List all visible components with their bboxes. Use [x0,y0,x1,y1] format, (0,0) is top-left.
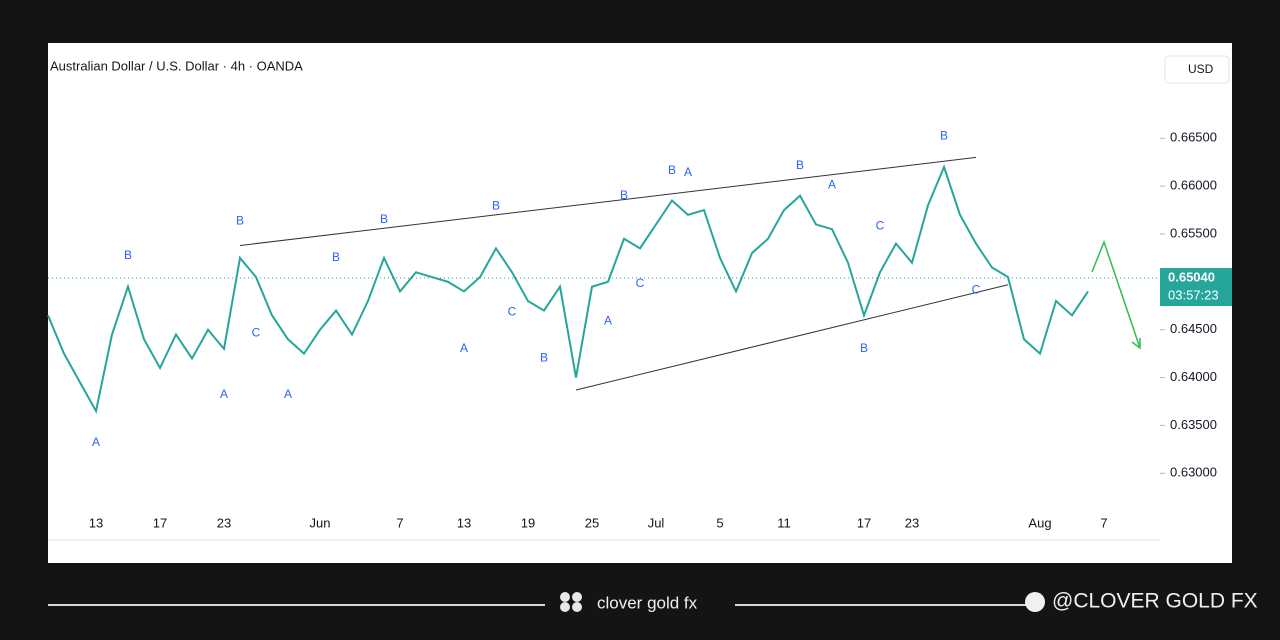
facebook-icon [1025,592,1045,612]
wave-label: A [284,387,292,401]
y-tick-label: 0.64500 [1170,321,1217,336]
x-tick-label: Jul [648,515,665,530]
y-tick-label: 0.63000 [1170,465,1217,480]
x-tick-label: 23 [217,515,231,530]
wave-label: B [124,248,132,262]
panel [48,43,1232,563]
wave-label: B [540,351,548,365]
wave-label: A [604,313,612,327]
x-tick-label: Jun [310,515,331,530]
currency-box[interactable] [1164,55,1230,84]
wave-label: B [620,188,628,202]
wave-label: B [940,129,948,143]
countdown: 03:57:23 [1168,287,1219,302]
wave-label: A [220,387,228,401]
x-tick-label: 17 [857,515,871,530]
wave-label: C [636,276,645,290]
wave-label: C [972,283,981,297]
y-tick-label: 0.64000 [1170,369,1217,384]
y-tick-label: 0.66000 [1170,178,1217,193]
y-tick-label: 0.63500 [1170,417,1217,432]
wave-label: A [92,435,100,449]
x-tick-label: 13 [457,515,471,530]
x-tick-label: 25 [585,515,599,530]
y-tick-label: 0.66500 [1170,130,1217,145]
last-price-label: 0.65040 [1168,269,1215,284]
x-tick-label: 5 [716,515,723,530]
wave-label: B [332,250,340,264]
trendline [239,156,977,246]
chart-title: Australian Dollar / U.S. Dollar · 4h · O… [50,58,303,73]
x-tick-label: 7 [396,515,403,530]
x-tick-label: 7 [1100,515,1107,530]
clover-icon [560,592,582,612]
wave-label: B [668,163,676,177]
last-price-box [1160,268,1232,307]
footer-handle: @CLOVER GOLD FX [1052,590,1258,613]
projection-arrow [1091,239,1141,350]
footer-brand: clover gold fx [597,593,698,612]
wave-label: B [796,158,804,172]
wave-label: B [492,198,500,212]
wave-label: B [380,212,388,226]
trendline [575,284,1009,391]
wave-label: A [460,341,468,355]
wave-label: C [252,326,261,340]
wave-label: B [236,214,244,228]
x-tick-label: 23 [905,515,919,530]
price-line [47,164,1089,414]
plot: 0.630000.635000.640000.645000.650000.655… [47,129,1232,530]
wave-label: C [876,219,885,233]
currency: USD [1188,62,1214,76]
x-tick-label: 17 [153,515,167,530]
wave-label: A [828,177,836,191]
x-tick-label: Aug [1028,515,1051,530]
x-tick-label: 19 [521,515,535,530]
wave-label: B [860,341,868,355]
y-tick-label: 0.65500 [1170,225,1217,240]
wave-label: A [684,165,692,179]
x-tick-label: 13 [89,515,103,530]
wave-label: C [508,305,517,319]
x-tick-label: 11 [777,515,791,530]
